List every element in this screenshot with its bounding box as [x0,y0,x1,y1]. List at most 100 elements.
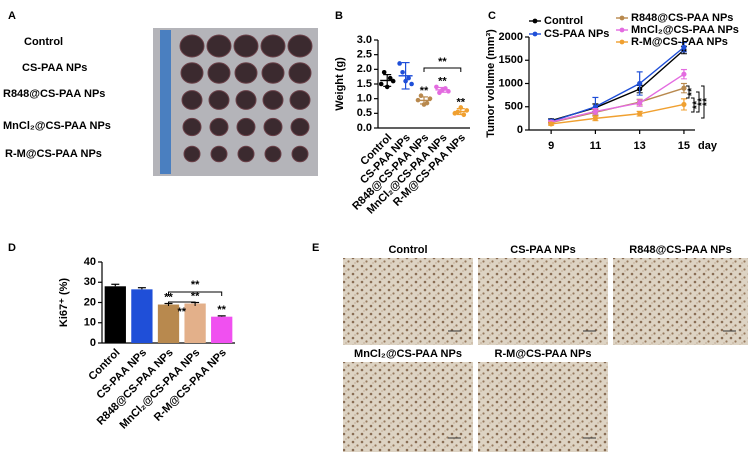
y-tick-label: 1.5 [357,78,372,90]
significance-label: ** [191,290,200,302]
y-tick-label: 1.0 [357,93,372,105]
bracket [686,85,690,99]
y-tick-label: 0.5 [357,107,372,119]
image-label: MnCl₂@CS-PAA NPs [354,348,462,360]
y-tick-label: 3.0 [357,34,372,46]
tumor [179,34,205,58]
data-point [378,81,384,87]
data-point [592,115,599,121]
y-tick-label: 30 [84,276,96,288]
x-axis-label: day [698,140,718,152]
legend-marker [619,15,625,21]
bracket [701,85,705,119]
panel-letter: C [488,10,496,22]
bracket [168,291,223,296]
x-tick-label: 9 [548,140,554,152]
tumor [291,145,309,163]
tumor [290,117,310,137]
tumor [236,117,256,137]
tumor [288,62,312,84]
panel-letter: A [8,10,16,22]
micrograph-texture [478,258,608,345]
legend-marker [532,18,538,24]
tumor [237,145,255,163]
group-label: CS-PAA NPs [22,62,87,74]
y-tick-label: 2.5 [357,49,372,61]
bracket-label: ** [696,97,708,106]
tumor [181,90,203,110]
panel-letter: B [335,10,343,22]
tumor [233,34,259,58]
y-tick-label: 500 [505,101,523,113]
data-point [592,108,599,114]
data-point [681,101,687,108]
data-point [637,80,643,87]
bar [131,289,153,343]
tumor [289,90,311,110]
series-line [550,46,685,123]
bracket-label: ** [701,97,713,106]
tumor [208,90,230,110]
significance-label: ** [457,97,466,109]
tumor [209,117,229,137]
bar [184,303,206,343]
ruler [160,30,171,174]
y-tick-label: 2000 [499,31,523,43]
image-label: R848@CS-PAA NPs [629,244,731,256]
bracket [691,97,695,113]
y-tick-label: 20 [84,296,96,308]
data-point [397,61,402,66]
legend-marker [619,39,625,45]
tumor [183,145,201,163]
micrograph-texture [343,362,473,452]
image-label: Control [388,244,427,256]
data-point [681,85,687,91]
y-tick-label: 1000 [499,77,523,89]
micrograph-texture [343,258,473,345]
group-label: R-M@CS-PAA NPs [5,148,102,160]
bracket-label: ** [686,87,698,96]
panel-letter: E [312,242,319,254]
data-point [681,44,687,50]
data-point [434,84,439,90]
bracket-label: ** [691,100,703,109]
bracket [168,301,196,306]
bracket-label: ** [191,279,200,291]
y-tick-label: 1500 [499,54,523,66]
y-tick-label: 0 [517,124,523,136]
data-point [409,81,414,87]
tumor [261,62,285,84]
y-axis-label: Tumor volume (mm³) [485,29,497,138]
group-label: MnCl₂@CS-PAA NPs [3,120,111,132]
significance-label: ** [438,75,447,87]
series-line [550,73,685,123]
data-point [681,71,687,77]
bar [104,286,126,343]
bar [211,316,233,343]
image-label: CS-PAA NPs [510,244,575,256]
group-label: Control [24,36,63,48]
group-label: R848@CS-PAA NPs [3,88,105,100]
tumor [264,145,282,163]
tumor [287,34,313,58]
tumor-photo [153,28,318,176]
legend-label: Control [544,15,583,27]
legend-label: R-M@CS-PAA NPs [631,36,728,48]
legend-marker [532,31,538,37]
tumor [210,145,228,163]
tumor [207,62,231,84]
tumor [234,62,258,84]
data-point [637,111,643,117]
legend-label: CS-PAA NPs [544,28,609,40]
micrograph-texture [478,362,608,452]
legend-marker [619,27,625,33]
tumor [235,90,257,110]
y-tick-label: 0.0 [357,122,372,134]
tumor [182,117,202,137]
data-point [637,100,643,106]
image-label: R-M@CS-PAA NPs [495,348,592,360]
significance-label: ** [217,304,226,316]
legend-label: R848@CS-PAA NPs [631,12,733,24]
